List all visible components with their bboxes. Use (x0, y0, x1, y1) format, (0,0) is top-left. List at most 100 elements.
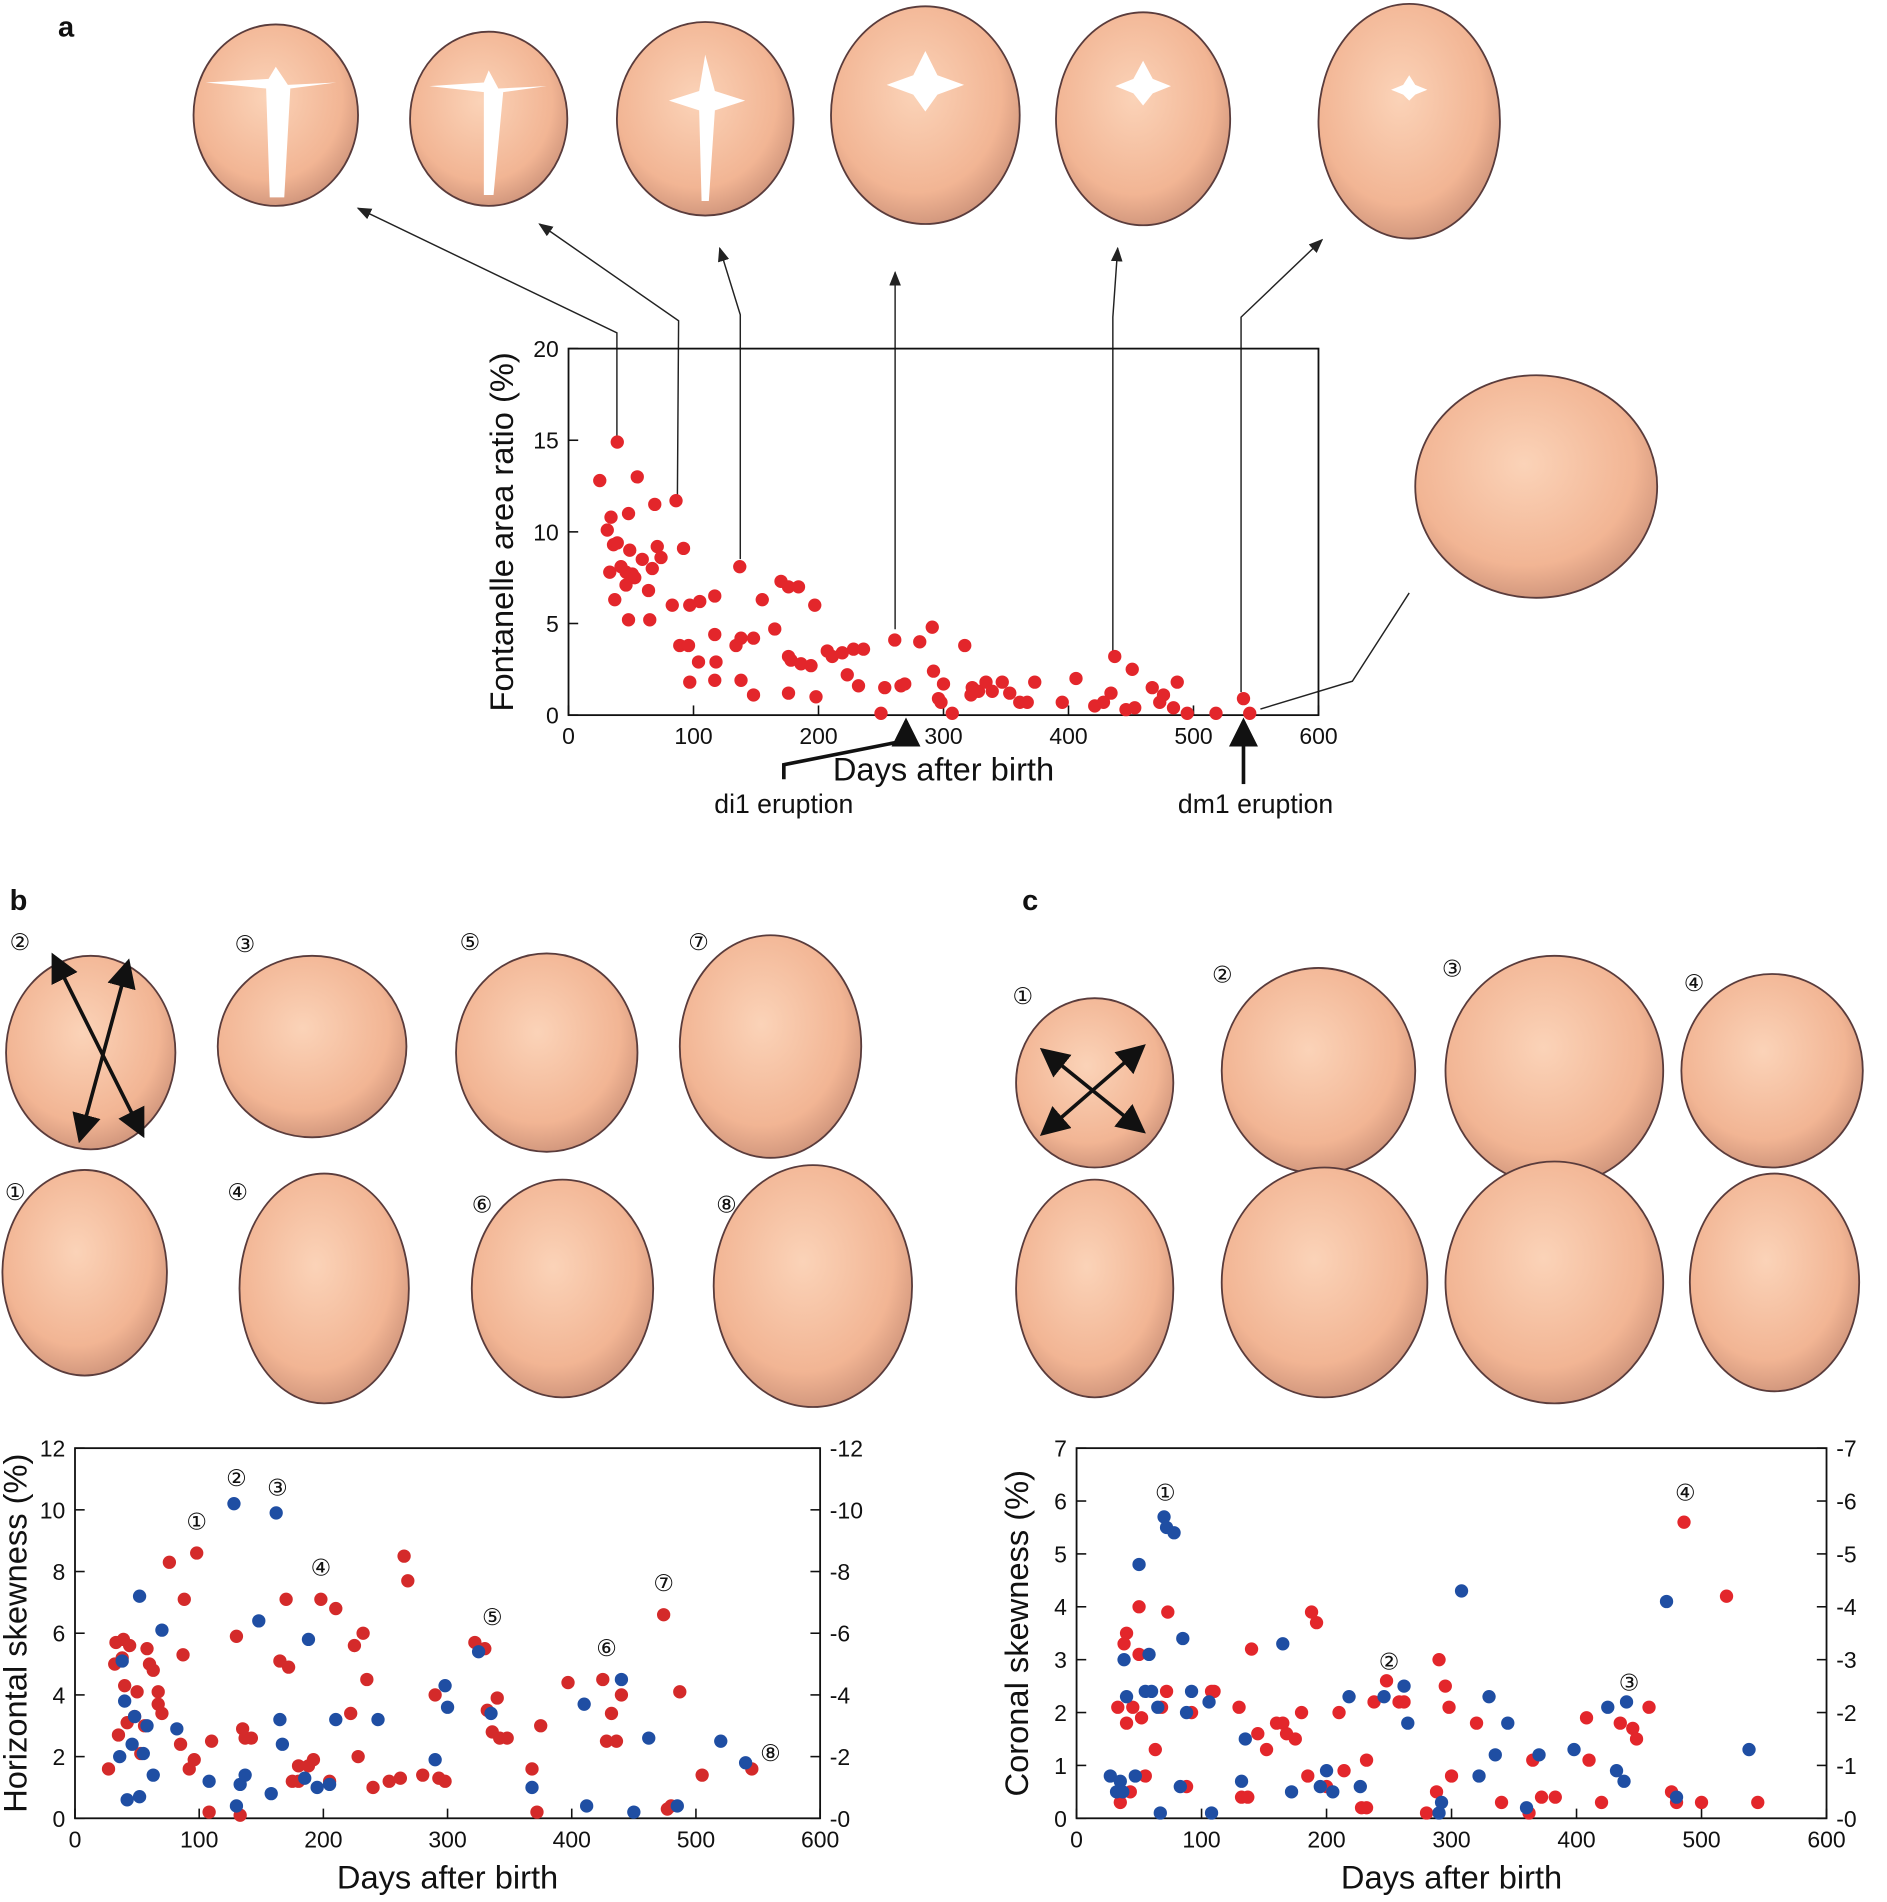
point (229, 1799, 244, 1813)
point (1359, 1801, 1374, 1815)
point (1113, 1774, 1127, 1788)
x-tick-label: 600 (1807, 1826, 1845, 1852)
point (945, 706, 959, 720)
point (155, 1623, 169, 1637)
skull (470, 1178, 655, 1399)
x-tick-label: 300 (428, 1826, 466, 1852)
skull-label: ④ (227, 1179, 248, 1205)
skull (1055, 11, 1232, 227)
point (781, 580, 796, 594)
point (155, 1706, 169, 1721)
point (1332, 1705, 1346, 1720)
point (1117, 1653, 1131, 1667)
connector (718, 246, 742, 560)
point (1184, 1684, 1199, 1699)
point (1532, 1748, 1546, 1762)
point (1367, 1695, 1381, 1709)
point (1126, 1700, 1140, 1714)
point (1619, 1695, 1634, 1709)
point (1179, 1705, 1194, 1720)
point (579, 1799, 594, 1813)
point (1153, 1806, 1167, 1820)
point (371, 1712, 385, 1727)
point (781, 686, 796, 700)
skull (238, 1172, 410, 1405)
point (808, 598, 822, 612)
skull (1444, 1160, 1665, 1405)
point (670, 1799, 684, 1813)
x-tick-label: 300 (1432, 1826, 1470, 1852)
skull-label: ① (5, 1179, 26, 1205)
point (784, 653, 798, 667)
skull-label: ③ (1442, 955, 1463, 981)
point (746, 631, 761, 645)
point (120, 1793, 134, 1807)
point (1125, 662, 1139, 676)
point (187, 1753, 201, 1767)
point (1444, 1769, 1459, 1783)
point (1519, 1801, 1534, 1815)
x-tick-label: 200 (1307, 1826, 1345, 1852)
point (428, 1688, 442, 1702)
point (654, 550, 668, 565)
point (227, 1497, 241, 1511)
point (1397, 1695, 1411, 1709)
annotation: ② (226, 1465, 247, 1491)
point (1142, 1647, 1156, 1662)
point (1613, 1716, 1627, 1730)
point (1276, 1637, 1290, 1651)
point (835, 646, 849, 660)
skull (678, 934, 863, 1159)
y2-tick-label: -12 (830, 1436, 863, 1462)
point (146, 1768, 160, 1782)
point (401, 1574, 415, 1588)
point (1379, 1674, 1394, 1688)
point (614, 1688, 629, 1702)
point (244, 1731, 258, 1745)
point (127, 1709, 142, 1724)
point (1659, 1594, 1674, 1609)
point (1397, 1679, 1411, 1693)
point (738, 1756, 753, 1770)
point (609, 1734, 624, 1748)
y-tick-label: 4 (53, 1682, 66, 1708)
point (1104, 686, 1118, 700)
y2-tick-label: -6 (830, 1621, 850, 1647)
point (264, 1786, 278, 1801)
skull-label: ⑤ (460, 929, 481, 955)
annotation: ⑥ (596, 1635, 617, 1661)
point (177, 1592, 191, 1606)
fontanelle (668, 54, 746, 202)
point (1243, 706, 1257, 720)
skull-labels: ② ③ ⑤ ⑦ ① ④ ⑥ ⑧ ① ② ③ ④ (5, 929, 1705, 1217)
point (202, 1774, 216, 1788)
x-tick-label: 0 (1070, 1826, 1083, 1852)
point (874, 706, 888, 720)
point (846, 642, 861, 656)
point (804, 658, 818, 673)
point (329, 1712, 343, 1727)
skull-label: ④ (1684, 970, 1705, 996)
point (898, 677, 912, 691)
point (608, 593, 622, 607)
x-tick-label: 0 (562, 723, 575, 749)
y-tick-label: 3 (1054, 1647, 1067, 1673)
x-tick-label: 300 (924, 723, 962, 749)
x-tick-label: 0 (69, 1826, 82, 1852)
point (1055, 695, 1069, 709)
point (125, 1737, 139, 1751)
y-tick-label: 8 (53, 1559, 66, 1585)
point (279, 1592, 293, 1606)
point (322, 1777, 337, 1792)
point (1209, 706, 1223, 720)
point (1548, 1790, 1562, 1804)
point (1429, 1785, 1444, 1799)
x-tick-label: 500 (1682, 1826, 1720, 1852)
point (1096, 695, 1111, 709)
skull (455, 952, 639, 1153)
annotation: ④ (1675, 1479, 1696, 1505)
point (1284, 1785, 1299, 1799)
point (1145, 680, 1159, 695)
annotation-arrow (782, 717, 921, 780)
point (440, 1700, 455, 1714)
